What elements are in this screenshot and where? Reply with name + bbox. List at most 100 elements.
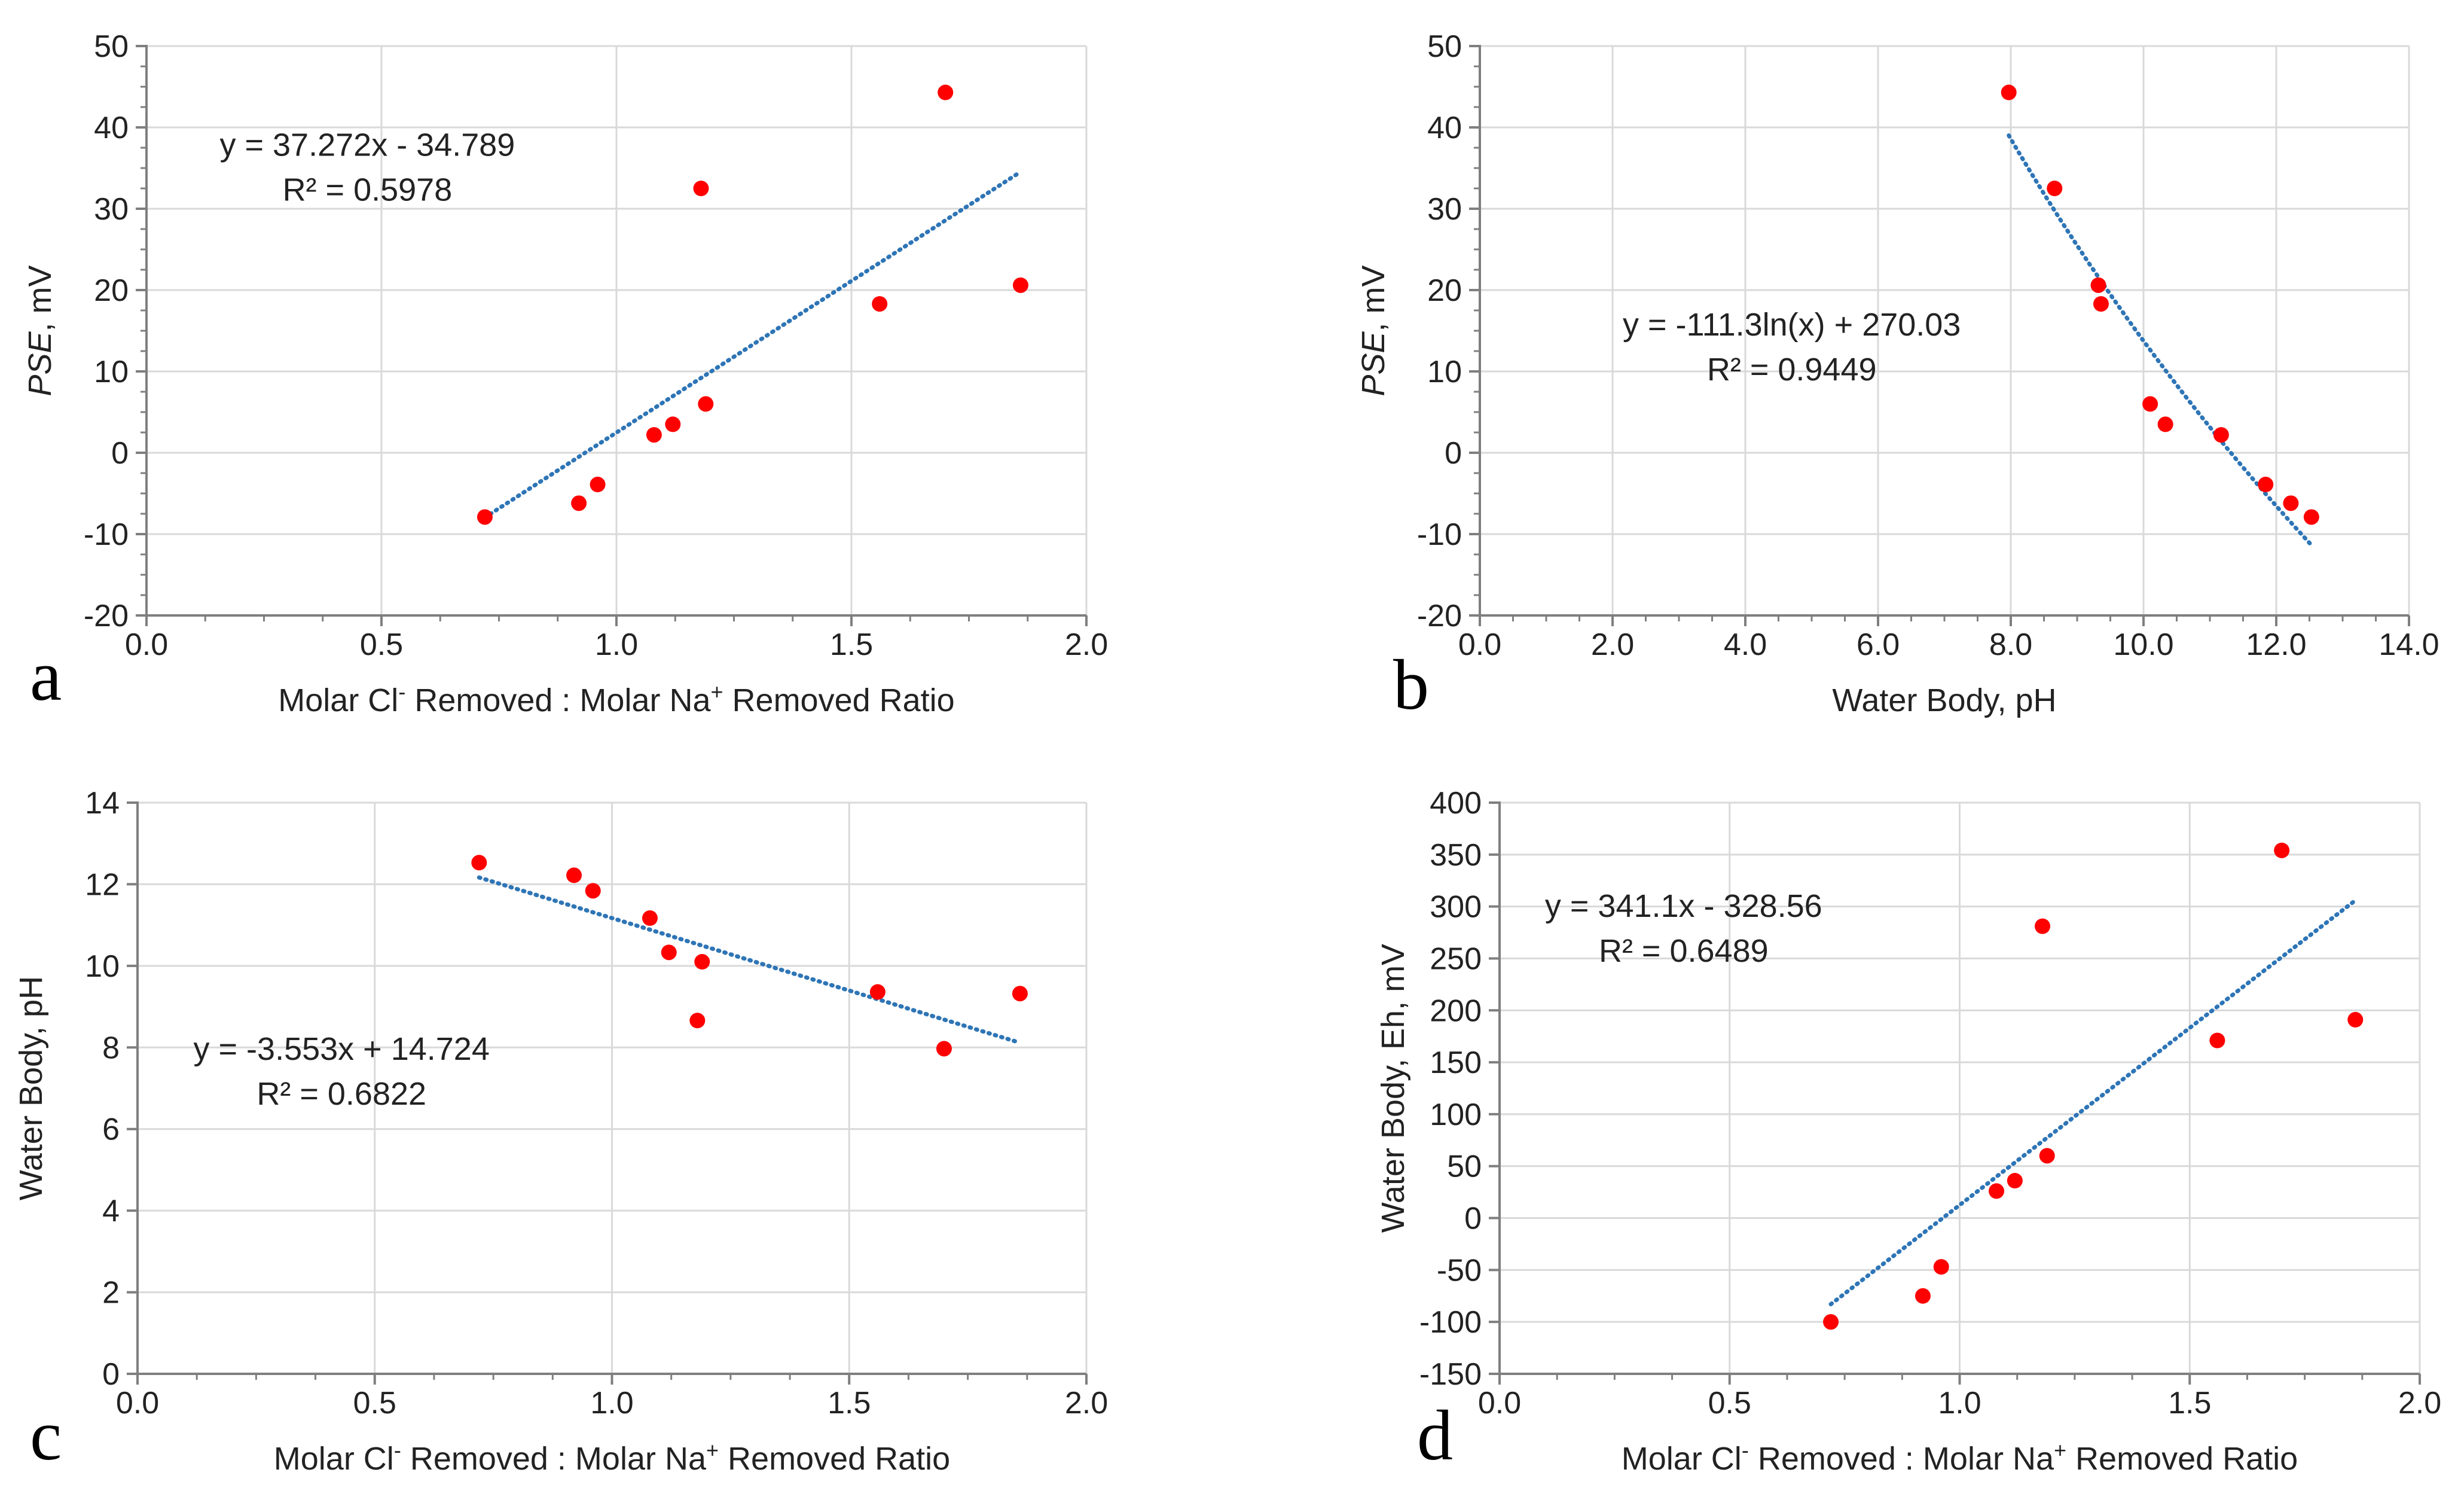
y-tick-label: 100 (1430, 1098, 1482, 1132)
y-tick-label: -10 (1417, 517, 1462, 552)
data-point (2001, 84, 2017, 100)
chart-panel-b: 0.0 2.0 4.0 6.0 8.0 10.0 12.0 14.0 -20 -10 0 10 20 30… (1355, 29, 2439, 724)
y-tick-label: 50 (1447, 1150, 1482, 1184)
x-axis-title-part: Removed : Molar Na (405, 682, 711, 718)
y-axis-title-part: Water Body, Eh, mV (1375, 944, 1411, 1233)
data-point (566, 867, 582, 883)
x-axis-title-superscript: - (394, 1438, 401, 1462)
x-tick-label: 2.0 (1591, 627, 1634, 662)
data-point (585, 883, 601, 899)
data-point (2047, 181, 2063, 196)
y-tick-label: -100 (1419, 1305, 1482, 1340)
y-tick-label: 350 (1430, 838, 1482, 873)
x-axis-title: Water Body, pH (1832, 682, 2056, 718)
trendline-equation: y = 37.272x - 34.789 (219, 127, 515, 163)
data-point (646, 427, 662, 443)
y-tick-label: 12 (85, 867, 120, 902)
r-squared-label: R² = 0.6822 (257, 1076, 426, 1112)
x-tick-label: 1.0 (595, 627, 638, 662)
data-point (689, 1013, 706, 1029)
panel-letter: a (30, 636, 62, 715)
x-tick-label: 2.0 (1065, 1386, 1108, 1420)
data-point (2090, 277, 2106, 293)
x-axis-title-superscript: - (398, 679, 405, 704)
y-tick-label: 4 (102, 1194, 120, 1228)
y-axis-title: PSE, mV (22, 265, 58, 396)
y-tick-label: 2 (102, 1276, 120, 1310)
y-tick-label: 0 (1445, 436, 1462, 471)
y-axis-title-part: PSE (22, 331, 58, 397)
data-point (2209, 1032, 2225, 1048)
x-tick-label: 1.0 (1938, 1386, 1981, 1420)
y-tick-label: 20 (94, 273, 129, 308)
y-tick-label: 0 (102, 1357, 120, 1392)
data-point (1012, 986, 1028, 1002)
x-tick-label: 1.5 (830, 627, 873, 662)
x-tick-label: 0.5 (360, 627, 403, 662)
y-tick-label: 10 (1427, 355, 1462, 389)
x-tick-label: 8.0 (1989, 627, 2032, 662)
y-axis-title: Water Body, pH (13, 976, 49, 1200)
y-tick-label: -20 (1417, 599, 1462, 633)
data-point (2007, 1173, 2023, 1189)
data-point (1989, 1183, 2005, 1199)
data-point (693, 181, 709, 196)
y-tick-label: 200 (1430, 993, 1482, 1028)
trendline (477, 875, 1022, 1045)
x-tick-label: 12.0 (2246, 627, 2306, 662)
data-point (2039, 1148, 2055, 1164)
y-tick-label: 0 (1464, 1202, 1482, 1236)
y-tick-label: 6 (102, 1112, 120, 1147)
y-tick-label: 50 (94, 29, 129, 64)
x-tick-label: 0.5 (1708, 1386, 1751, 1420)
x-axis-title-part: Removed Ratio (719, 1441, 950, 1477)
y-tick-label: 30 (94, 192, 129, 227)
x-tick-label: 4.0 (1724, 627, 1767, 662)
panel-letter: c (30, 1395, 62, 1475)
y-tick-label: 400 (1430, 786, 1482, 821)
y-axis-title-part: PSE (1355, 331, 1391, 397)
x-tick-label: 6.0 (1857, 627, 1900, 662)
x-tick-label: 0.0 (116, 1386, 159, 1420)
y-tick-label: 300 (1430, 890, 1482, 925)
data-point (665, 416, 681, 432)
x-tick-label: 0.0 (125, 627, 168, 662)
y-tick-label: 150 (1430, 1045, 1482, 1080)
trendline-equation: y = -3.553x + 14.724 (194, 1031, 490, 1067)
x-axis-title-part: Removed : Molar Na (401, 1441, 707, 1477)
y-axis-title-part: Water Body, pH (13, 976, 49, 1200)
y-axis-title-part: , mV (1355, 265, 1391, 331)
x-axis-title-part: Water Body, pH (1832, 682, 2056, 718)
data-point (938, 84, 954, 100)
y-tick-label: 40 (1427, 111, 1462, 145)
y-tick-label: 20 (1427, 273, 1462, 308)
data-point (2157, 416, 2173, 432)
data-point (936, 1041, 952, 1057)
y-tick-label: 50 (1427, 29, 1462, 64)
x-tick-label: 14.0 (2378, 627, 2439, 662)
x-axis-title-part: Removed Ratio (2066, 1441, 2298, 1477)
x-axis-title-part: Molar Cl (278, 682, 398, 718)
trendline-equation: y = 341.1x - 328.56 (1545, 888, 1822, 924)
data-point (2142, 396, 2158, 412)
data-point (661, 944, 677, 961)
trendline-equation: y = -111.3ln(x) + 270.03 (1623, 307, 1961, 343)
y-tick-label: 0 (111, 436, 129, 471)
data-point (1823, 1314, 1839, 1330)
x-axis-title: Molar Cl- Removed : Molar Na+ Removed Ra… (1622, 1438, 2298, 1477)
x-tick-label: 1.0 (590, 1386, 633, 1420)
data-point (1933, 1259, 1949, 1275)
data-point (2093, 296, 2109, 312)
x-tick-label: 0.0 (1478, 1386, 1521, 1420)
data-point (869, 984, 886, 1000)
r-squared-label: R² = 0.9449 (1707, 352, 1877, 388)
x-tick-label: 1.5 (2168, 1386, 2211, 1420)
data-point (2274, 842, 2290, 858)
x-tick-label: 0.0 (1458, 627, 1501, 662)
y-tick-label: 10 (85, 949, 120, 984)
y-tick-label: 10 (94, 355, 129, 389)
x-tick-label: 1.5 (828, 1386, 871, 1420)
y-axis-title-part: , mV (22, 265, 58, 331)
x-axis-title-part: Molar Cl (1622, 1441, 1742, 1477)
